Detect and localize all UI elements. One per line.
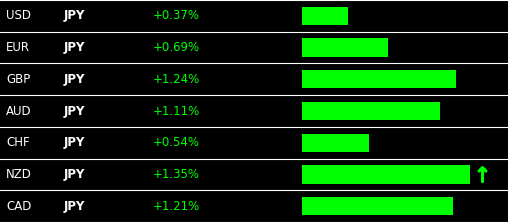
Text: +0.69%: +0.69% (152, 41, 200, 54)
Bar (302, 70, 456, 89)
Bar (302, 102, 440, 120)
Text: AUD: AUD (6, 105, 31, 117)
Text: JPY: JPY (64, 73, 85, 86)
Text: +0.37%: +0.37% (152, 9, 200, 22)
Text: JPY: JPY (64, 200, 85, 213)
Text: JPY: JPY (64, 168, 85, 181)
Text: CAD: CAD (6, 200, 31, 213)
Bar (302, 197, 453, 215)
Text: JPY: JPY (64, 41, 85, 54)
Text: CHF: CHF (6, 136, 30, 149)
Text: +1.21%: +1.21% (152, 200, 200, 213)
Bar (302, 165, 470, 184)
Text: +1.24%: +1.24% (152, 73, 200, 86)
Text: GBP: GBP (6, 73, 30, 86)
Text: JPY: JPY (64, 105, 85, 117)
Bar (302, 7, 348, 25)
Text: NZD: NZD (6, 168, 32, 181)
Text: JPY: JPY (64, 9, 85, 22)
Text: EUR: EUR (6, 41, 30, 54)
Text: +0.54%: +0.54% (152, 136, 200, 149)
Text: JPY: JPY (64, 136, 85, 149)
Text: +1.11%: +1.11% (152, 105, 200, 117)
Text: +1.35%: +1.35% (152, 168, 200, 181)
Bar (302, 38, 388, 57)
Text: USD: USD (6, 9, 31, 22)
Bar (302, 133, 369, 152)
